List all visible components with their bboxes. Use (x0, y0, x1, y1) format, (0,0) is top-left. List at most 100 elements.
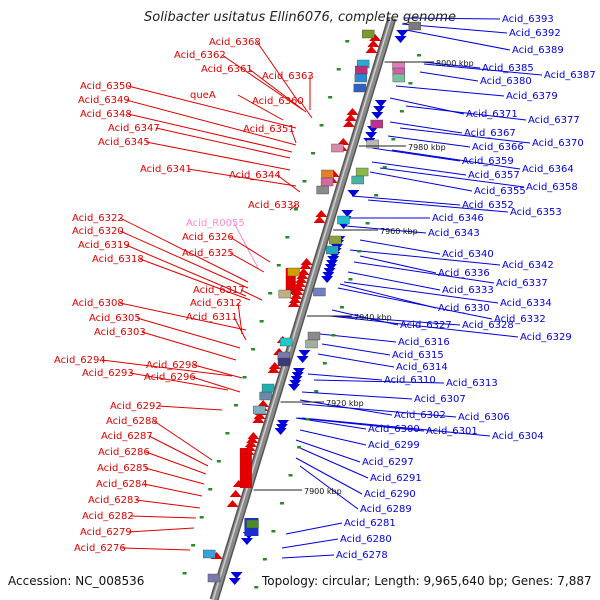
gene-label-acid_6345[interactable]: Acid_6345 (98, 137, 150, 148)
leader-line (248, 68, 307, 113)
gene-label-acid_6301[interactable]: Acid_6301 (426, 426, 478, 437)
leader-line (387, 135, 471, 148)
gene-label-acid_6368[interactable]: Acid_6368 (209, 37, 261, 48)
gene-label-acid_6316[interactable]: Acid_6316 (398, 337, 450, 348)
forward-gene-arrow (300, 258, 313, 265)
gene-label-acid_6299[interactable]: Acid_6299 (368, 440, 420, 451)
gene-label-acid_6298[interactable]: Acid_6298 (146, 360, 198, 371)
gene-label-acid_6328[interactable]: Acid_6328 (462, 320, 514, 331)
gene-label-acid_6349[interactable]: Acid_6349 (78, 95, 130, 106)
gene-label-acid_6289[interactable]: Acid_6289 (360, 504, 412, 515)
gene-label-acid_6292[interactable]: Acid_6292 (110, 401, 162, 412)
gene-label-acid_6302[interactable]: Acid_6302 (394, 410, 446, 421)
gene-label-acid_6284[interactable]: Acid_6284 (96, 479, 148, 490)
gene-label-acid_6380[interactable]: Acid_6380 (480, 76, 532, 87)
gene-label-acid_6283[interactable]: Acid_6283 (88, 495, 140, 506)
cog-feature-box (353, 83, 367, 93)
gene-label-acid_6352[interactable]: Acid_6352 (462, 200, 514, 211)
gene-label-acid_6287[interactable]: Acid_6287 (101, 431, 153, 442)
gene-label-acid_6344[interactable]: Acid_6344 (229, 170, 281, 181)
gene-label-acid_6361[interactable]: Acid_6361 (201, 64, 253, 75)
gene-label-acid_6281[interactable]: Acid_6281 (344, 518, 396, 529)
gene-label-acid_6393[interactable]: Acid_6393 (502, 14, 554, 25)
gene-label-acid_6304[interactable]: Acid_6304 (492, 431, 544, 442)
gene-label-acid_6311[interactable]: Acid_6311 (186, 312, 238, 323)
gene-label-acid_6285[interactable]: Acid_6285 (97, 463, 149, 474)
gene-label-acid_6357[interactable]: Acid_6357 (468, 170, 520, 181)
gene-label-acid_6359[interactable]: Acid_6359 (462, 156, 514, 167)
gene-label-acid_6347[interactable]: Acid_6347 (108, 123, 160, 134)
gene-label-acid_6306[interactable]: Acid_6306 (458, 412, 510, 423)
gene-label-acid_6338[interactable]: Acid_6338 (248, 200, 300, 211)
gene-label-acid_6370[interactable]: Acid_6370 (532, 138, 584, 149)
gene-label-acid_6322[interactable]: Acid_6322 (72, 213, 124, 224)
gene-label-acid_6290[interactable]: Acid_6290 (364, 489, 416, 500)
gene-label-acid_6293[interactable]: Acid_6293 (82, 368, 134, 379)
gene-label-acid_6320[interactable]: Acid_6320 (72, 226, 124, 237)
gene-label-acid_6333[interactable]: Acid_6333 (442, 285, 494, 296)
gene-label-acid_6291[interactable]: Acid_6291 (370, 473, 422, 484)
gene-label-acid_6358[interactable]: Acid_6358 (526, 182, 578, 193)
gene-label-acid_6279[interactable]: Acid_6279 (80, 527, 132, 538)
gene-label-acid_6297[interactable]: Acid_6297 (362, 457, 414, 468)
gene-label-acid_6336[interactable]: Acid_6336 (438, 268, 490, 279)
gene-label-acid_6315[interactable]: Acid_6315 (392, 350, 444, 361)
gene-label-acid_6319[interactable]: Acid_6319 (78, 240, 130, 251)
gene-label-acid_6363[interactable]: Acid_6363 (262, 71, 314, 82)
gene-label-acid_6325[interactable]: Acid_6325 (182, 248, 234, 259)
gene-label-acid_6282[interactable]: Acid_6282 (82, 511, 134, 522)
gene-label-acid_6362[interactable]: Acid_6362 (174, 50, 226, 61)
gene-label-acid_6371[interactable]: Acid_6371 (466, 109, 518, 120)
gene-label-acid_6387[interactable]: Acid_6387 (544, 70, 596, 81)
gene-label-acid_6340[interactable]: Acid_6340 (442, 249, 494, 260)
gene-label-acid_6312[interactable]: Acid_6312 (190, 298, 242, 309)
gene-label-acid_6389[interactable]: Acid_6389 (512, 45, 564, 56)
gene-marker (339, 306, 344, 309)
gene-label-acid_6364[interactable]: Acid_6364 (522, 164, 574, 175)
gene-label-acid_6353[interactable]: Acid_6353 (510, 207, 562, 218)
gene-label-acid_6341[interactable]: Acid_6341 (140, 164, 192, 175)
gene-label-acid_6318[interactable]: Acid_6318 (92, 254, 144, 265)
gene-label-acid_6330[interactable]: Acid_6330 (438, 303, 490, 314)
gene-label-acid_6367[interactable]: Acid_6367 (464, 128, 516, 139)
gene-label-acid_6278[interactable]: Acid_6278 (336, 550, 388, 561)
gene-label-acid_6276[interactable]: Acid_6276 (74, 543, 126, 554)
gene-label-acid_6296[interactable]: Acid_6296 (144, 372, 196, 383)
gene-label-acid_6355[interactable]: Acid_6355 (474, 186, 526, 197)
gene-label-acid_6307[interactable]: Acid_6307 (414, 394, 466, 405)
gene-label-acid_6317[interactable]: Acid_6317 (193, 285, 245, 296)
gene-label-acid_6286[interactable]: Acid_6286 (98, 447, 150, 458)
gene-label-acid_6326[interactable]: Acid_6326 (182, 232, 234, 243)
gene-label-acid_6303[interactable]: Acid_6303 (94, 327, 146, 338)
gene-label-acid_6314[interactable]: Acid_6314 (396, 362, 448, 373)
gene-label-acid_6346[interactable]: Acid_6346 (432, 213, 484, 224)
gene-label-acid_6366[interactable]: Acid_6366 (472, 142, 524, 153)
gene-label-acid_6334[interactable]: Acid_6334 (500, 298, 552, 309)
gene-label-acid_6294[interactable]: Acid_6294 (54, 355, 106, 366)
gene-label-acid_6288[interactable]: Acid_6288 (106, 416, 158, 427)
gene-label-acid_6280[interactable]: Acid_6280 (340, 534, 392, 545)
gene-label-acid_6360[interactable]: Acid_6360 (252, 96, 304, 107)
gene-label-acid_6348[interactable]: Acid_6348 (80, 109, 132, 120)
gene-label-acid_6351[interactable]: Acid_6351 (243, 124, 295, 135)
gene-label-acid_6313[interactable]: Acid_6313 (446, 378, 498, 389)
gene-label-acid_6377[interactable]: Acid_6377 (528, 115, 580, 126)
gene-label-acid_6300[interactable]: Acid_6300 (368, 424, 420, 435)
gene-label-quea[interactable]: queA (190, 90, 216, 101)
gene-marker (182, 572, 187, 575)
gene-label-acid_6379[interactable]: Acid_6379 (506, 91, 558, 102)
gene-marker (416, 54, 421, 57)
gene-label-acid_r0055[interactable]: Acid_R0055 (186, 218, 245, 229)
gene-label-acid_6310[interactable]: Acid_6310 (384, 375, 436, 386)
gene-label-acid_6329[interactable]: Acid_6329 (520, 332, 572, 343)
gene-label-acid_6337[interactable]: Acid_6337 (496, 278, 548, 289)
gene-label-acid_6305[interactable]: Acid_6305 (89, 313, 141, 324)
gene-label-acid_6385[interactable]: Acid_6385 (482, 63, 534, 74)
gene-label-acid_6350[interactable]: Acid_6350 (80, 81, 132, 92)
gene-label-acid_6392[interactable]: Acid_6392 (509, 28, 561, 39)
gene-label-acid_6327[interactable]: Acid_6327 (400, 320, 452, 331)
gene-label-acid_6308[interactable]: Acid_6308 (72, 298, 124, 309)
gene-label-acid_6343[interactable]: Acid_6343 (428, 228, 480, 239)
gene-label-acid_6342[interactable]: Acid_6342 (502, 260, 554, 271)
gene-label-acid_6332[interactable]: Acid_6332 (494, 314, 546, 325)
